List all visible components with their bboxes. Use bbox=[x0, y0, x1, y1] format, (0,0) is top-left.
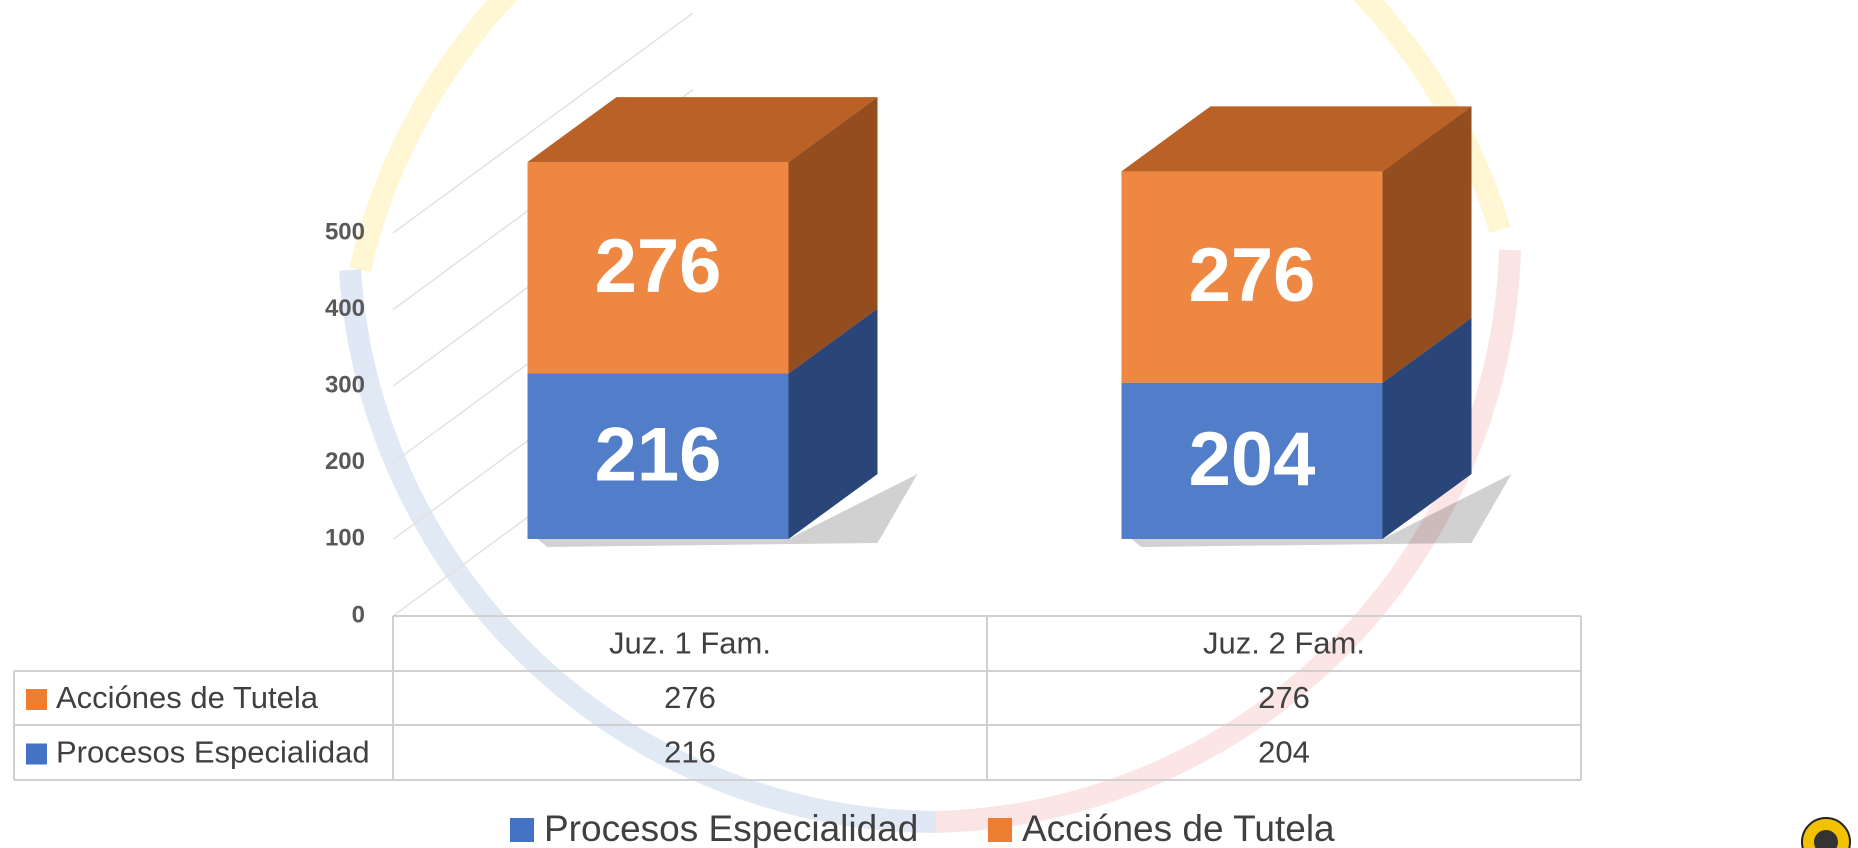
legend-key bbox=[510, 818, 534, 842]
table-row-label: Acciónes de Tutela bbox=[56, 680, 319, 715]
table-cell: 276 bbox=[1258, 680, 1310, 715]
y-tick-label: 500 bbox=[325, 218, 365, 245]
table-legend-key bbox=[26, 744, 47, 765]
legend-label: Procesos Especialidad bbox=[544, 808, 918, 848]
data-label: 276 bbox=[595, 224, 722, 309]
x-tick-label: Juz. 2 Fam. bbox=[1203, 626, 1365, 661]
y-tick-label: 300 bbox=[325, 372, 365, 399]
legend-key bbox=[988, 818, 1012, 842]
table-cell: 204 bbox=[1258, 735, 1310, 770]
y-tick-label: 200 bbox=[325, 448, 365, 475]
table-row-label: Procesos Especialidad bbox=[56, 735, 370, 770]
logo bbox=[1802, 818, 1850, 848]
table-cell: 276 bbox=[664, 680, 716, 715]
y-tick-label: 0 bbox=[352, 601, 365, 628]
y-tick-label: 100 bbox=[325, 525, 365, 552]
data-label: 204 bbox=[1189, 417, 1316, 502]
table-cell: 216 bbox=[664, 735, 716, 770]
data-label: 216 bbox=[595, 412, 722, 497]
data-label: 276 bbox=[1189, 233, 1316, 318]
legend-label: Acciónes de Tutela bbox=[1022, 808, 1335, 848]
table-legend-key bbox=[26, 689, 47, 710]
chart: 0 100 200 300 400 500 216 276 204 276 Juz. 1 Fam. J… bbox=[0, 0, 1858, 848]
y-tick-label: 400 bbox=[325, 295, 365, 322]
x-tick-label: Juz. 1 Fam. bbox=[609, 626, 771, 661]
